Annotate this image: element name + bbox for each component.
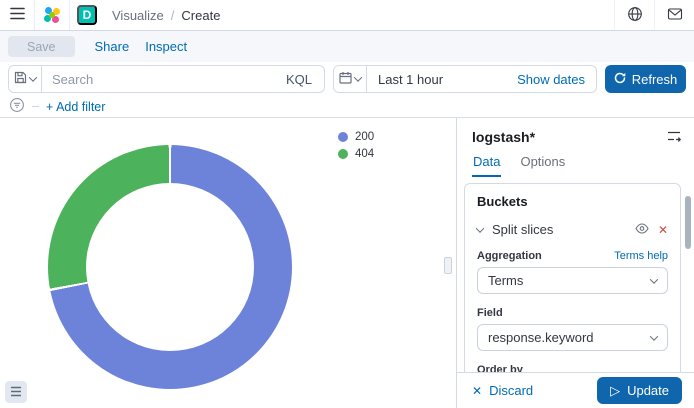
eye-icon (635, 222, 649, 237)
hamburger-icon (9, 7, 25, 23)
breadcrumb-create: Create (181, 7, 221, 23)
refresh-icon (614, 72, 626, 87)
remove-bucket-button[interactable]: ✕ (658, 224, 668, 236)
help-globe-button[interactable] (614, 0, 654, 30)
chart-area: 200 404 (0, 118, 456, 408)
index-pattern-title: logstash* (472, 129, 536, 145)
saved-queries-button[interactable] (9, 66, 42, 92)
aggregation-select[interactable]: Terms (477, 267, 668, 294)
panel-scrollbar[interactable] (685, 196, 691, 249)
kql-language-button[interactable]: KQL (274, 66, 324, 92)
field-value: response.keyword (488, 330, 594, 345)
elastic-logo[interactable] (35, 0, 69, 30)
legend-label-404: 404 (355, 148, 375, 160)
filter-bar: + Add filter (0, 96, 694, 117)
breadcrumb-separator: / (170, 7, 175, 23)
chart-legend: 200 404 (338, 131, 374, 160)
filter-icon (9, 97, 25, 116)
close-icon: ✕ (657, 222, 668, 237)
legend-dot-200 (338, 132, 348, 142)
header-right (614, 0, 694, 30)
legend-item-200[interactable]: 200 (338, 131, 374, 143)
legend-item-404[interactable]: 404 (338, 148, 374, 160)
breadcrumb: Visualize / Create (112, 8, 220, 23)
field-group: Field response.keyword (477, 307, 668, 351)
split-slices-label: Split slices (492, 222, 554, 237)
menu-right-icon (667, 130, 681, 145)
discard-button[interactable]: ✕ Discard (472, 383, 533, 398)
globe-icon (627, 6, 643, 25)
aggregation-value: Terms (488, 273, 524, 288)
tab-options[interactable]: Options (519, 152, 566, 177)
filter-options-button[interactable] (9, 97, 25, 116)
header-divider (69, 0, 70, 30)
editor-tabs: Data Options (457, 150, 694, 177)
header-divider (34, 0, 35, 30)
menu-button[interactable] (0, 0, 34, 30)
donut-chart[interactable] (48, 145, 292, 389)
field-label: Field (477, 307, 503, 319)
legend-toggle-button[interactable] (5, 381, 27, 403)
date-quick-select-button[interactable] (334, 66, 367, 92)
split-slices-row[interactable]: Split slices ✕ (475, 222, 668, 237)
toggle-visibility-button[interactable] (635, 222, 649, 237)
query-bar: KQL (8, 65, 325, 93)
breadcrumb-visualize[interactable]: Visualize (112, 7, 164, 23)
add-filter-button[interactable]: + Add filter (46, 99, 106, 114)
query-row: KQL Last 1 hour Show dates Refresh (0, 62, 694, 96)
mail-icon (667, 7, 683, 24)
visualization-editor-panel: logstash* Data Options Buckets Spli (456, 118, 694, 408)
date-picker: Last 1 hour Show dates (333, 65, 597, 93)
show-dates-button[interactable]: Show dates (506, 66, 596, 92)
newsfeed-button[interactable] (654, 0, 694, 30)
close-icon: ✕ (472, 383, 483, 398)
aggregation-group: Aggregation Terms help Terms (477, 250, 668, 294)
buckets-title: Buckets (477, 194, 528, 209)
chevron-down-icon (475, 223, 485, 233)
main-content: 200 404 logstash* (0, 117, 694, 408)
chevron-down-icon (649, 274, 659, 284)
legend-label-200: 200 (355, 131, 375, 143)
chevron-down-icon (353, 73, 363, 82)
save-icon (14, 71, 27, 87)
panel-header: logstash* (457, 118, 694, 150)
discard-label: Discard (489, 383, 534, 398)
share-button[interactable]: Share (94, 39, 130, 54)
chevron-down-icon (649, 331, 659, 341)
refresh-button[interactable]: Refresh (605, 65, 686, 93)
terms-help-link[interactable]: Terms help (614, 250, 668, 262)
collapse-panel-button[interactable] (667, 130, 681, 145)
tab-data[interactable]: Data (472, 152, 502, 177)
list-icon (10, 385, 22, 400)
space-avatar[interactable]: D (77, 5, 97, 25)
chevron-down-icon (28, 73, 38, 82)
panel-footer: ✕ Discard ▷ Update (457, 372, 694, 408)
calendar-icon (339, 71, 352, 87)
save-button[interactable]: Save (8, 36, 75, 57)
time-range-value[interactable]: Last 1 hour (378, 71, 444, 87)
top-header: D Visualize / Create (0, 0, 694, 31)
panel-resize-handle[interactable] (444, 257, 452, 274)
search-input[interactable] (42, 66, 274, 92)
elastic-logo-icon (43, 6, 61, 24)
legend-dot-404 (338, 149, 348, 159)
inspect-button[interactable]: Inspect (145, 39, 188, 54)
filter-divider (32, 106, 39, 107)
refresh-label: Refresh (631, 71, 678, 87)
field-select[interactable]: response.keyword (477, 324, 668, 351)
update-label: Update (627, 383, 669, 398)
play-icon: ▷ (610, 382, 621, 398)
update-button[interactable]: ▷ Update (597, 377, 682, 404)
aggregation-label: Aggregation (477, 250, 542, 262)
visualize-action-bar: Save Share Inspect (0, 31, 694, 62)
